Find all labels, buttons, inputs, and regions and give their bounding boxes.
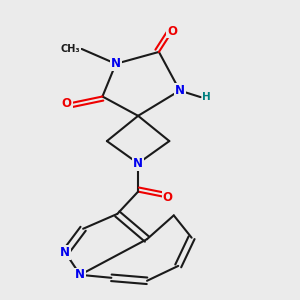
Text: CH₃: CH₃: [61, 44, 80, 54]
Text: N: N: [175, 84, 185, 97]
Text: N: N: [75, 268, 85, 281]
Text: N: N: [133, 157, 143, 170]
Text: N: N: [60, 246, 70, 259]
Text: N: N: [111, 57, 121, 70]
Text: H: H: [202, 92, 211, 102]
Text: O: O: [167, 25, 177, 38]
Text: O: O: [163, 191, 173, 204]
Text: O: O: [62, 98, 72, 110]
